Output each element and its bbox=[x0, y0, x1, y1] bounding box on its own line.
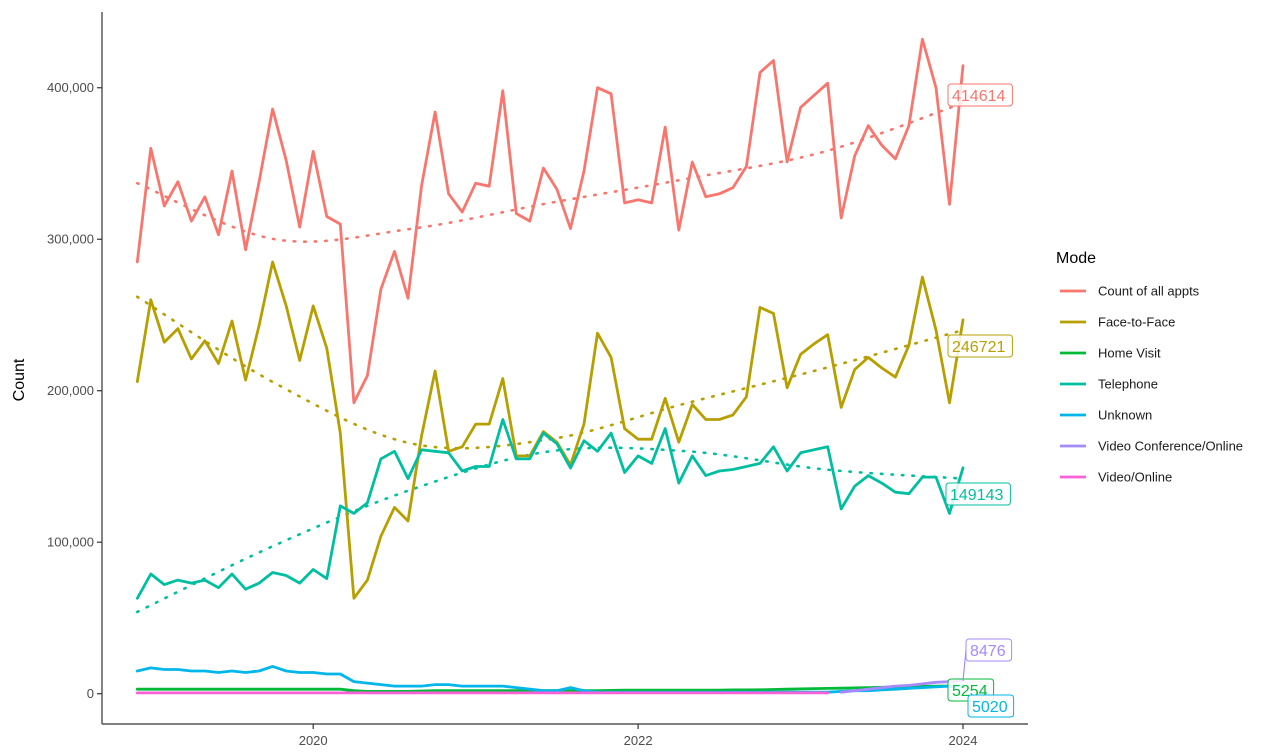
y-ticks: 0 100,000 200,000 300,000 400,000 bbox=[47, 80, 102, 701]
trend-line bbox=[135, 446, 965, 614]
series-line bbox=[839, 679, 965, 694]
legend-label: Telephone bbox=[1098, 377, 1158, 392]
series-line bbox=[135, 418, 965, 600]
legend-label: Face-to-Face bbox=[1098, 315, 1175, 330]
trend-line bbox=[135, 101, 965, 243]
x-tick-label: 2020 bbox=[299, 733, 328, 748]
end-label: 5020 bbox=[972, 699, 1008, 716]
y-tick-label: 200,000 bbox=[47, 383, 94, 398]
legend-label: Count of all appts bbox=[1098, 284, 1200, 299]
series-line bbox=[135, 37, 965, 405]
y-tick-label: 0 bbox=[87, 686, 94, 701]
legend-label: Video/Online bbox=[1098, 470, 1172, 485]
end-label: 246721 bbox=[952, 339, 1005, 356]
y-tick-label: 100,000 bbox=[47, 535, 94, 550]
end-label: 149143 bbox=[950, 487, 1003, 504]
end-label: 8476 bbox=[970, 643, 1006, 660]
x-tick-label: 2024 bbox=[949, 733, 978, 748]
x-ticks: 2020 2022 2024 bbox=[299, 724, 978, 748]
legend: Mode Count of all appts Face-to-Face Home … bbox=[1056, 250, 1243, 485]
y-axis-title: Count bbox=[11, 358, 28, 401]
legend-title: Mode bbox=[1056, 250, 1096, 267]
series-line bbox=[135, 260, 965, 600]
legend-label: Unknown bbox=[1098, 408, 1152, 423]
end-label-box bbox=[965, 638, 1013, 662]
end-label-box bbox=[945, 482, 1011, 506]
x-tick-label: 2022 bbox=[624, 733, 653, 748]
end-label-box bbox=[947, 334, 1013, 358]
legend-label: Video Conference/Online bbox=[1098, 439, 1243, 454]
y-tick-label: 300,000 bbox=[47, 232, 94, 247]
end-label: 414614 bbox=[952, 88, 1005, 105]
legend-label: Home Visit bbox=[1098, 346, 1161, 361]
series-lines bbox=[135, 37, 965, 695]
end-label-box bbox=[947, 83, 1013, 107]
axes bbox=[101, 12, 1028, 725]
y-tick-label: 400,000 bbox=[47, 80, 94, 95]
end-label-box bbox=[967, 694, 1015, 718]
